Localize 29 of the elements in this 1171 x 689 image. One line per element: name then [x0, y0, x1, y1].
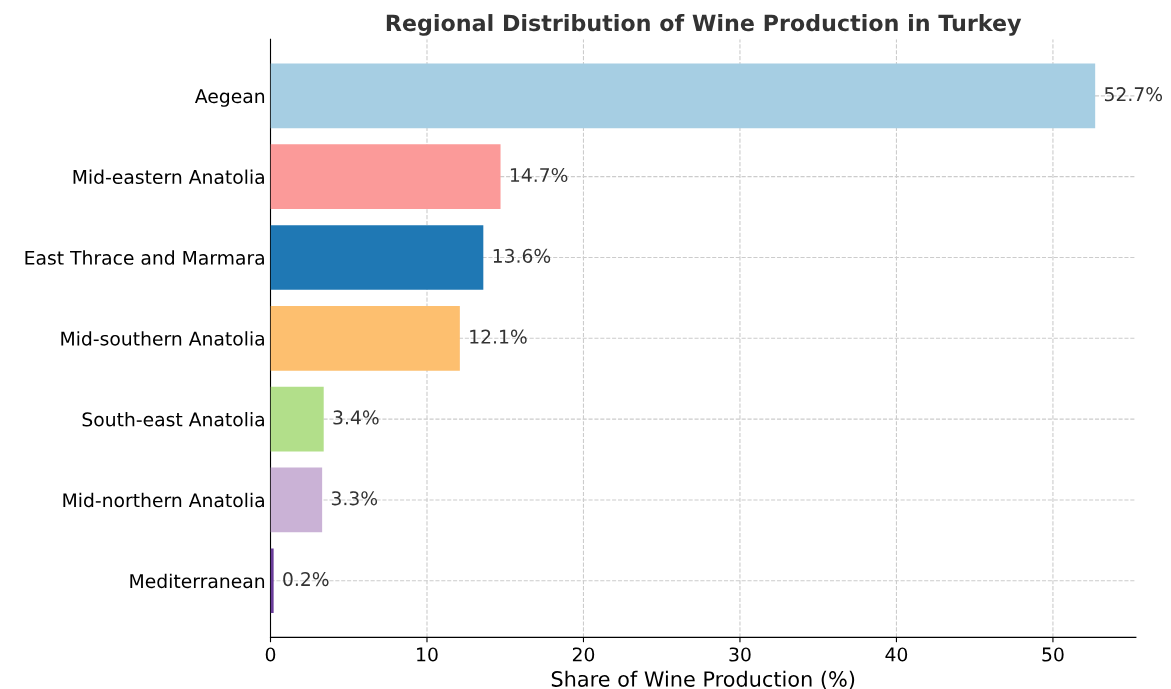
x-tick-label: 20 — [572, 647, 595, 662]
data-label: 14.7% — [510, 167, 568, 183]
y-tick-label: Aegean — [194, 89, 265, 107]
bar — [270, 63, 1096, 129]
data-label: 12.1% — [470, 329, 527, 344]
bar — [270, 467, 323, 533]
y-tick-label: Mid-southern Anatolia — [61, 331, 264, 346]
bar — [270, 548, 274, 614]
data-label: 3.3% — [331, 491, 378, 506]
bar — [270, 144, 501, 209]
data-label: 13.6% — [493, 248, 551, 263]
x-tick-label: 10 — [417, 647, 438, 662]
y-tick-label: Mediterranean — [130, 573, 265, 589]
y-tick-label: East Thrace and Marmara — [25, 250, 264, 265]
y-tick-label: Mid-northern Anatolia — [63, 492, 264, 508]
data-label: 0.2% — [283, 572, 329, 587]
y-tick-label: Mid-eastern Anatolia — [73, 169, 264, 185]
x-tick-label: 50 — [1042, 647, 1064, 662]
x-tick-label: 30 — [729, 647, 751, 662]
y-tick-label: South-east Anatolia — [82, 411, 264, 427]
x-axis-title: Share of Wine Production (%) — [551, 670, 855, 689]
data-label: 52.7% — [1104, 87, 1163, 102]
bar — [270, 305, 460, 371]
bar — [270, 225, 484, 290]
data-label: 3.4% — [333, 410, 379, 425]
x-tick-label: 40 — [885, 647, 908, 662]
x-tick-label: 0 — [265, 647, 276, 662]
bar — [270, 386, 324, 452]
chart-title: Regional Distribution of Wine Production in Turkey — [386, 14, 1022, 36]
